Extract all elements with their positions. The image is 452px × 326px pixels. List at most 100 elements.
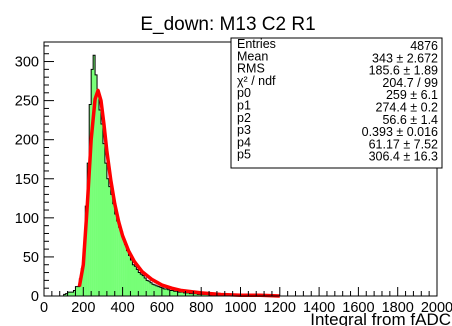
histogram-bin [112,203,115,296]
histogram-bin [134,266,137,296]
histogram-bin [104,163,108,296]
stats-label: p2 [237,111,251,125]
histogram-bin [159,287,163,296]
stats-label: p4 [237,135,251,149]
histogram-bin [175,291,178,296]
x-axis: 0 200 400 600 800 1000 1200 1400 1600 1800 2000 [40,287,452,316]
histogram-bin [203,294,206,296]
chart-title: E_down: M13 C2 R1 [140,14,315,35]
histogram-bin [167,289,170,296]
histogram-bin [136,269,139,296]
histogram-bin [205,294,208,296]
histogram-bin [106,178,110,296]
histogram-bin [97,94,100,297]
histogram-bin [197,294,200,296]
x-tick-label: 1200 [264,300,296,316]
histogram-bin [179,292,182,296]
histogram-bin [77,286,80,296]
histogram-bin [183,292,186,296]
histogram-bin [138,272,141,296]
histogram-bin [100,124,104,296]
histogram-bin [91,69,94,296]
stats-box: Entries 4876 Mean 343 ± 2.672 RMS 185.6 ± 1.8… [230,37,443,169]
histogram-bin [156,285,159,296]
y-tick-label: 150 [15,172,39,188]
stats-value: 4876 [410,39,438,53]
histogram-bin [148,281,151,296]
histogram-bin [187,292,190,296]
x-tick-label: 0 [40,300,48,316]
y-tick-label: 100 [15,211,39,227]
histogram-bin [171,290,174,296]
histogram-bin [150,282,153,296]
stats-label: Entries [237,37,276,51]
histogram-bin [122,238,125,296]
y-axis: 0 50 100 150 200 250 300 [15,45,54,305]
histogram-bin [142,275,145,296]
y-tick-label: 0 [31,289,39,305]
histogram-bin [63,294,66,296]
y-tick-label: 50 [23,250,39,266]
histogram-bin [161,288,165,296]
x-tick-label: 1000 [224,300,256,316]
stats-value: 343 ± 2.672 [372,51,438,65]
histogram-bin [85,206,88,296]
histogram-bin [75,286,78,296]
histogram-bin [99,109,102,297]
x-tick-label: 1600 [342,300,374,316]
y-tick-label: 200 [15,133,39,149]
histogram-bin [110,194,113,296]
histogram-bin [93,55,96,296]
histogram-bin [154,285,157,296]
histogram-bin [124,244,127,296]
histogram-bin [201,294,204,296]
x-tick-label: 2000 [421,300,452,316]
x-axis-label: Integral from fADC [310,310,451,326]
histogram-bin [195,293,198,296]
histogram-bin [108,186,112,296]
histogram-bin [173,291,176,296]
histogram-bin [65,293,68,296]
histogram-bin [67,292,70,296]
stats-value: 0.393 ± 0.016 [362,125,438,139]
histogram-bin [128,255,131,296]
stats-label: p0 [237,86,251,100]
stats-label: χ² / ndf [237,74,276,88]
histogram-bin [71,292,74,296]
stats-label: Mean [237,49,268,63]
histogram-bin [163,288,167,296]
histogram-bin [144,278,147,296]
histogram-bin [132,264,135,296]
histogram-bin [191,293,194,296]
histogram-bin [69,292,72,296]
histogram-bin [83,249,86,296]
x-tick-label: 800 [189,300,213,316]
histogram-bin [116,220,119,296]
histogram-bin [169,290,172,296]
histogram-bin [114,213,117,296]
x-tick-label: 200 [71,300,95,316]
stats-value: 204.7 / 99 [382,76,438,90]
histogram-bars [63,55,279,297]
stats-value: 185.6 ± 1.89 [369,64,438,78]
x-tick-label: 600 [150,300,174,316]
histogram-bin [146,280,149,296]
stats-value: 259 ± 6.1 [386,88,438,102]
y-tick-label: 250 [15,94,39,110]
histogram-bin [157,286,161,296]
histogram-bin [95,74,98,296]
histogram-bin [189,293,192,296]
histogram-bin [199,294,202,296]
stats-value: 306.4 ± 16.3 [369,150,438,164]
x-tick-label: 1800 [382,300,414,316]
histogram-bin [89,104,92,297]
histogram-bin [79,278,82,296]
histogram-bin [140,274,143,296]
stats-label: p1 [237,99,251,113]
stats-label: p3 [237,123,251,137]
stats-value: 274.4 ± 0.2 [376,101,439,115]
histogram-bin [207,294,210,296]
stats-value: 56.6 ± 1.4 [382,113,438,127]
histogram-bin [126,250,129,296]
histogram-bin [81,268,84,296]
